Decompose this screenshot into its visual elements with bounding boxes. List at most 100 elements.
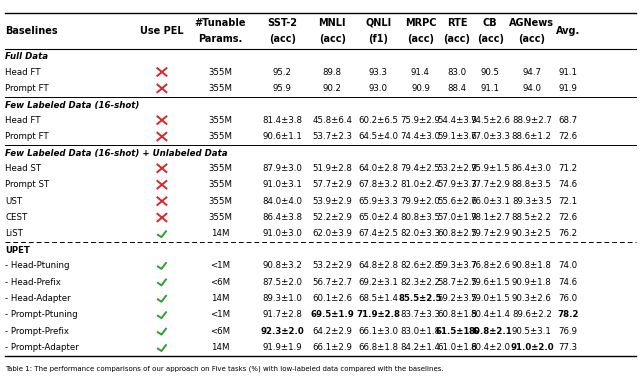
- Text: 90.8±3.2: 90.8±3.2: [262, 261, 302, 270]
- Text: 79.6±1.5: 79.6±1.5: [470, 278, 510, 286]
- Text: 91.0±2.0: 91.0±2.0: [510, 343, 554, 352]
- Text: 87.9±3.0: 87.9±3.0: [262, 164, 302, 173]
- Text: 89.6±2.2: 89.6±2.2: [512, 311, 552, 319]
- Text: 81.0±2.4: 81.0±2.4: [401, 180, 440, 189]
- Text: (acc): (acc): [518, 34, 545, 44]
- Text: 94.0: 94.0: [522, 84, 541, 93]
- Text: 68.7: 68.7: [558, 116, 577, 125]
- Text: 88.9±2.7: 88.9±2.7: [512, 116, 552, 125]
- Text: 80.4±1.4: 80.4±1.4: [470, 311, 510, 319]
- Text: 57.0±1.9: 57.0±1.9: [437, 213, 477, 222]
- Text: 78.1±2.7: 78.1±2.7: [470, 213, 510, 222]
- Text: 61.0±1.6: 61.0±1.6: [437, 343, 477, 352]
- Text: 72.6: 72.6: [558, 132, 577, 141]
- Text: 355M: 355M: [208, 116, 232, 125]
- Text: 71.9±2.8: 71.9±2.8: [356, 311, 400, 319]
- Text: 53.7±2.3: 53.7±2.3: [312, 132, 352, 141]
- Text: 89.3±3.5: 89.3±3.5: [512, 197, 552, 206]
- Text: #Tunable: #Tunable: [195, 18, 246, 28]
- Text: 76.2: 76.2: [558, 230, 577, 238]
- Text: (f1): (f1): [368, 34, 388, 44]
- Text: SST-2: SST-2: [268, 18, 297, 28]
- Text: Few Labeled Data (16-shot) + Unlabeled Data: Few Labeled Data (16-shot) + Unlabeled D…: [5, 149, 228, 158]
- Text: QNLI: QNLI: [365, 18, 391, 28]
- Text: 14M: 14M: [211, 230, 229, 238]
- Text: (acc): (acc): [269, 34, 296, 44]
- Text: 54.4±3.9: 54.4±3.9: [437, 116, 477, 125]
- Text: 14M: 14M: [211, 343, 229, 352]
- Text: 88.4: 88.4: [447, 84, 467, 93]
- Text: 51.9±2.8: 51.9±2.8: [312, 164, 352, 173]
- Text: 88.5±2.2: 88.5±2.2: [512, 213, 552, 222]
- Text: <1M: <1M: [210, 311, 230, 319]
- Text: UPET: UPET: [5, 246, 30, 255]
- Text: 84.2±1.4: 84.2±1.4: [401, 343, 440, 352]
- Text: 74.6: 74.6: [558, 180, 577, 189]
- Text: - Head-Prefix: - Head-Prefix: [5, 278, 61, 286]
- Text: LiST: LiST: [5, 230, 23, 238]
- Text: - Prompt-Adapter: - Prompt-Adapter: [5, 343, 79, 352]
- Text: 91.0±3.0: 91.0±3.0: [262, 230, 302, 238]
- Text: 64.2±2.9: 64.2±2.9: [312, 327, 352, 336]
- Text: 55.6±2.6: 55.6±2.6: [437, 197, 477, 206]
- Text: 90.2: 90.2: [323, 84, 342, 93]
- Text: 53.2±2.9: 53.2±2.9: [437, 164, 477, 173]
- Text: 53.2±2.9: 53.2±2.9: [312, 261, 352, 270]
- Text: 67.8±3.2: 67.8±3.2: [358, 180, 398, 189]
- Text: 76.0±3.1: 76.0±3.1: [470, 197, 510, 206]
- Text: 91.1: 91.1: [558, 68, 577, 76]
- Text: 60.8±1.5: 60.8±1.5: [437, 311, 477, 319]
- Text: 83.0±1.8: 83.0±1.8: [401, 327, 440, 336]
- Text: 91.0±3.1: 91.0±3.1: [262, 180, 302, 189]
- Text: 93.3: 93.3: [369, 68, 388, 76]
- Text: 83.7±3.3: 83.7±3.3: [401, 311, 440, 319]
- Text: 52.2±2.9: 52.2±2.9: [312, 213, 352, 222]
- Text: 60.8±2.5: 60.8±2.5: [437, 230, 477, 238]
- Text: Few Labeled Data (16-shot): Few Labeled Data (16-shot): [5, 100, 140, 110]
- Text: 74.5±2.6: 74.5±2.6: [470, 116, 510, 125]
- Text: 53.9±2.9: 53.9±2.9: [312, 197, 352, 206]
- Text: 91.9: 91.9: [558, 84, 577, 93]
- Text: 86.4±3.8: 86.4±3.8: [262, 213, 302, 222]
- Text: 72.6: 72.6: [558, 213, 577, 222]
- Text: 83.0: 83.0: [447, 68, 467, 76]
- Text: 79.9±2.0: 79.9±2.0: [401, 197, 440, 206]
- Text: 80.8±3.5: 80.8±3.5: [401, 213, 440, 222]
- Text: CB: CB: [483, 18, 497, 28]
- Text: 62.0±3.9: 62.0±3.9: [312, 230, 352, 238]
- Text: 14M: 14M: [211, 294, 229, 303]
- Text: 82.6±2.8: 82.6±2.8: [401, 261, 440, 270]
- Text: (acc): (acc): [319, 34, 346, 44]
- Text: 60.2±6.5: 60.2±6.5: [358, 116, 398, 125]
- Text: 91.1: 91.1: [481, 84, 500, 93]
- Text: 76.0: 76.0: [558, 294, 577, 303]
- Text: 76.8±2.6: 76.8±2.6: [470, 261, 510, 270]
- Text: 355M: 355M: [208, 84, 232, 93]
- Text: (acc): (acc): [407, 34, 434, 44]
- Text: <6M: <6M: [210, 278, 230, 286]
- Text: 59.2±3.5: 59.2±3.5: [437, 294, 477, 303]
- Text: 88.6±1.2: 88.6±1.2: [512, 132, 552, 141]
- Text: 59.1±3.6: 59.1±3.6: [437, 132, 477, 141]
- Text: 80.4±2.0: 80.4±2.0: [470, 343, 510, 352]
- Text: Use PEL: Use PEL: [140, 26, 184, 36]
- Text: Table 1: The performance comparisons of our approach on Five tasks (%) with low-: Table 1: The performance comparisons of …: [5, 366, 444, 372]
- Text: - Prompt-Prefix: - Prompt-Prefix: [5, 327, 69, 336]
- Text: Prompt FT: Prompt FT: [5, 132, 49, 141]
- Text: 87.5±2.0: 87.5±2.0: [262, 278, 302, 286]
- Text: 66.8±1.8: 66.8±1.8: [358, 343, 398, 352]
- Text: 45.8±6.4: 45.8±6.4: [312, 116, 352, 125]
- Text: 91.4: 91.4: [411, 68, 430, 76]
- Text: 60.1±2.6: 60.1±2.6: [312, 294, 352, 303]
- Text: 69.2±3.1: 69.2±3.1: [358, 278, 398, 286]
- Text: (acc): (acc): [477, 34, 504, 44]
- Text: 90.3±2.6: 90.3±2.6: [512, 294, 552, 303]
- Text: 57.9±3.3: 57.9±3.3: [437, 180, 477, 189]
- Text: 79.7±2.9: 79.7±2.9: [470, 230, 510, 238]
- Text: 94.7: 94.7: [522, 68, 541, 76]
- Text: 91.7±2.8: 91.7±2.8: [262, 311, 302, 319]
- Text: 82.3±2.2: 82.3±2.2: [401, 278, 440, 286]
- Text: Avg.: Avg.: [556, 26, 580, 36]
- Text: 64.5±4.0: 64.5±4.0: [358, 132, 398, 141]
- Text: 61.5±1.6: 61.5±1.6: [435, 327, 479, 336]
